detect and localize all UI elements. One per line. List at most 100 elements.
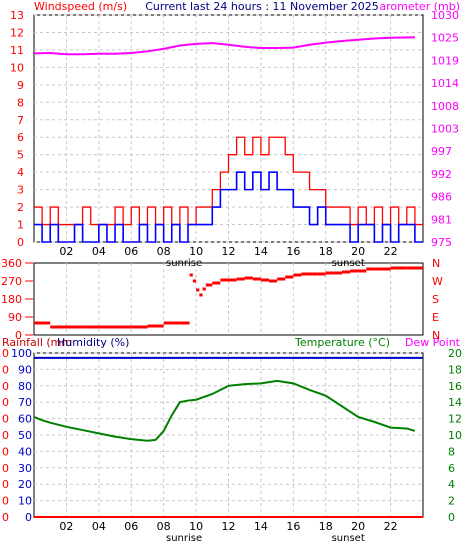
compass-label: N [432,257,440,270]
hour-tick-label: 10 [189,520,203,533]
hour-tick-label: 12 [222,245,236,258]
windspeed-tick-label: 0 [17,236,24,249]
direction-tick-label: 180 [1,293,22,306]
hour-tick-label: 04 [92,520,106,533]
humidity-tick-label: 90 [18,363,32,376]
dewpoint-axis-title: Dew Point [405,336,461,349]
rainfall-tick-label: 0 [2,511,9,524]
barometer-tick-label: 997 [431,145,452,158]
hour-tick-label: 12 [222,520,236,533]
sunset-label: sunset [332,533,365,542]
humidity-tick-label: 70 [18,396,32,409]
rainfall-tick-label: 0 [2,495,9,508]
temperature-tick-label: 12 [448,413,462,426]
humidity-tick-label: 80 [18,380,32,393]
windspeed-tick-label: 12 [10,26,24,39]
sunrise-label: sunrise [166,258,202,269]
temperature-tick-label: 20 [448,347,462,360]
barometer-tick-label: 986 [431,191,452,204]
direction-tick-label: 270 [1,275,22,288]
x-axis-labels: 02 04 06 08 10 12 14 16 18 20 22 sunrise sunset 02 04 0… [59,245,398,544]
hour-tick-label: 20 [351,245,365,258]
rainfall-axis-title: Rainfall (mm [2,336,72,349]
chart-title: Current last 24 hours : 11 November 2025 [145,0,378,13]
compass-label: S [432,293,439,306]
windspeed-tick-label: 2 [17,201,24,214]
rainfall-tick-label: 0 [2,347,9,360]
grid-layer [34,14,423,518]
humidity-tick-label: 10 [18,495,32,508]
barometer-tick-label: 981 [431,213,452,226]
humidity-tick-label: 100 [11,347,32,360]
hour-tick-label: 06 [124,520,138,533]
temperature-tick-label: 4 [448,478,455,491]
humidity-tick-label: 50 [18,429,32,442]
hour-tick-label: 04 [92,245,106,258]
hour-tick-label: 22 [384,520,398,533]
hour-tick-label: 02 [59,245,73,258]
sunset-label: sunset [332,258,365,269]
hour-tick-label: 08 [157,245,171,258]
hour-tick-label: 14 [254,520,268,533]
hour-tick-label: 02 [59,520,73,533]
temperature-tick-label: 16 [448,380,462,393]
temperature-tick-label: 8 [448,445,455,458]
temperature-tick-label: 0 [448,511,455,524]
hour-tick-label: 18 [319,245,333,258]
windspeed-tick-label: 5 [17,149,24,162]
rainfall-tick-label: 0 [2,429,9,442]
humidity-tick-label: 20 [18,478,32,491]
series-layer [33,36,423,518]
windspeed-tick-label: 1 [17,219,24,232]
hour-tick-label: 18 [319,520,333,533]
windspeed-tick-label: 3 [17,184,24,197]
sunrise-label: sunrise [166,533,202,542]
barometer-tick-label: 1008 [431,100,459,113]
hour-tick-label: 20 [351,520,365,533]
barometer-tick-label: 1030 [431,9,459,22]
hour-tick-label: 08 [157,520,171,533]
rainfall-tick-label: 0 [2,413,9,426]
hour-tick-label: 22 [384,245,398,258]
temperature-tick-label: 14 [448,396,462,409]
compass-label: W [432,275,443,288]
barometer-tick-label: 1003 [431,123,459,136]
direction-tick-label: 360 [1,257,22,270]
windspeed-axis-title: Windspeed (m/s) [34,0,127,13]
windspeed-tick-label: 6 [17,131,24,144]
humidity-tick-label: 30 [18,462,32,475]
barometer-series [33,36,415,56]
humidity-axis-title: Humidity (%) [57,336,129,349]
windspeed-tick-label: 13 [10,9,24,22]
hour-tick-label: 10 [189,245,203,258]
rainfall-tick-label: 0 [2,478,9,491]
humidity-tick-label: 60 [18,413,32,426]
barometer-tick-label: 1025 [431,32,459,45]
temperature-tick-label: 10 [448,429,462,442]
rainfall-tick-label: 0 [2,396,9,409]
compass-label: E [432,311,439,324]
rainfall-tick-label: 0 [2,462,9,475]
windspeed-tick-label: 7 [17,114,24,127]
temperature-tick-label: 2 [448,495,455,508]
temperature-tick-label: 18 [448,363,462,376]
compass-label: N [432,329,440,342]
direction-tick-label: 0 [15,329,22,342]
barometer-tick-label: 1019 [431,54,459,67]
rainfall-tick-label: 0 [2,445,9,458]
barometer-tick-label: 975 [431,236,452,249]
windspeed-tick-label: 10 [10,61,24,74]
temperature-axis-title: Temperature (°C) [294,336,390,349]
barometer-tick-label: 1014 [431,77,459,90]
rainfall-tick-label: 0 [2,363,9,376]
humidity-tick-label: 40 [18,445,32,458]
windspeed-tick-label: 11 [10,44,24,57]
rainfall-tick-label: 0 [2,380,9,393]
windspeed-tick-label: 4 [17,166,24,179]
hour-tick-label: 06 [124,245,138,258]
humidity-tick-label: 0 [25,511,32,524]
hour-tick-label: 16 [286,245,300,258]
wind-average-series [34,171,423,243]
